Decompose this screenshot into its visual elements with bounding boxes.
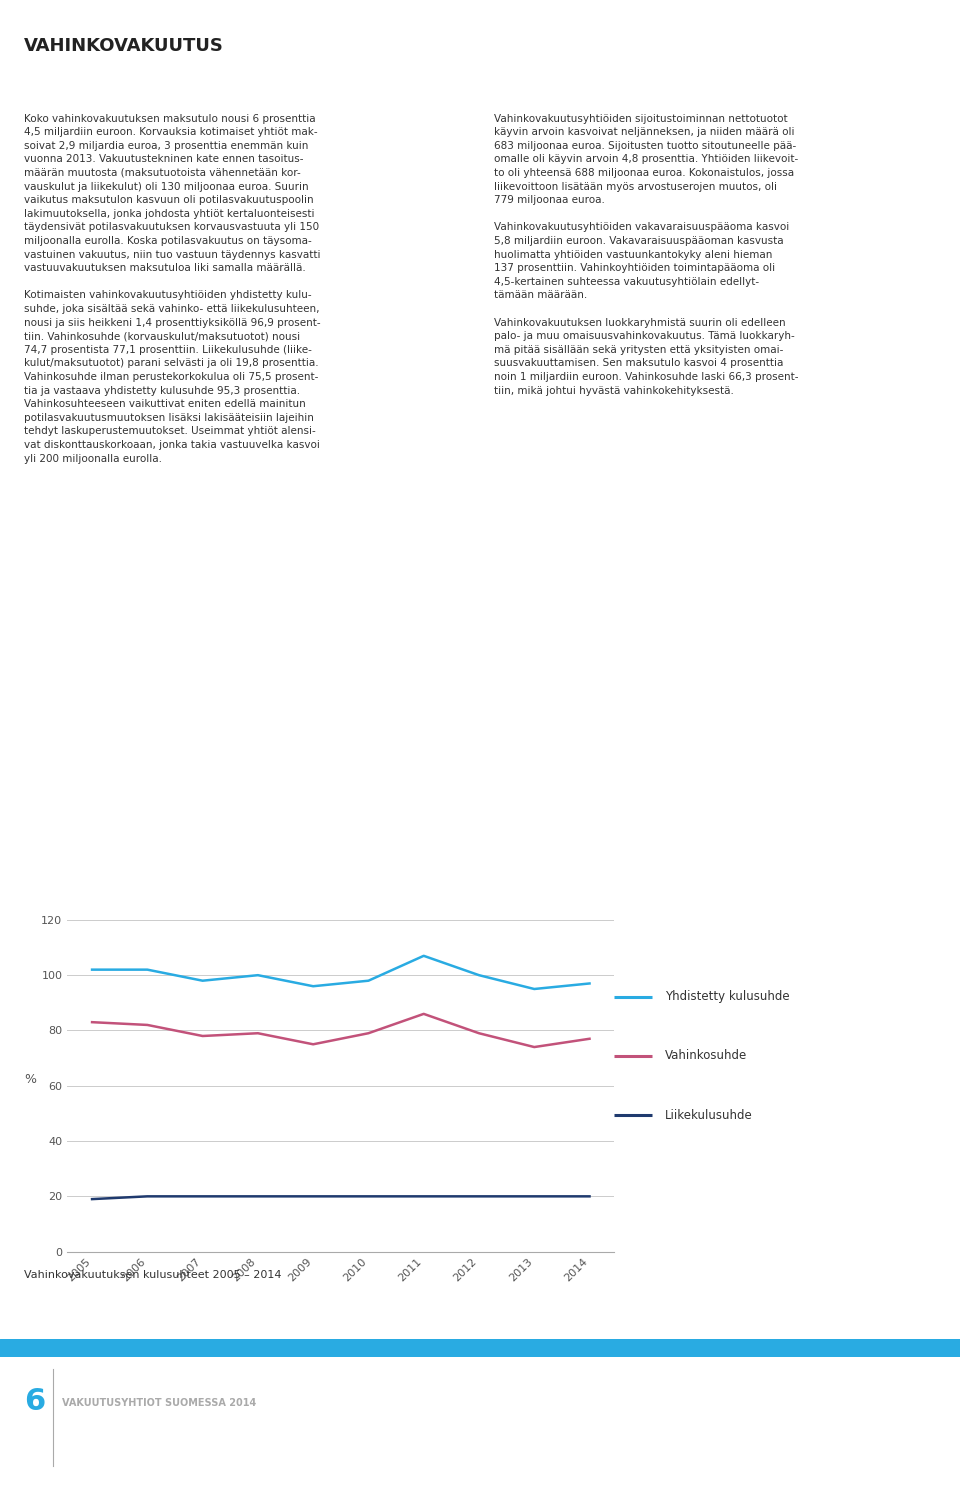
Text: VAHINKOVAKUUTUS: VAHINKOVAKUUTUS [24,36,224,54]
Text: Vahinkosuhde: Vahinkosuhde [665,1050,747,1063]
Text: Liikekulusuhde: Liikekulusuhde [665,1108,753,1122]
Text: Koko vahinkovakuutuksen maksutulo nousi 6 prosenttia
4,5 miljardiin euroon. Korv: Koko vahinkovakuutuksen maksutulo nousi … [24,113,321,463]
Text: VAKUUTUSYHTIOT SUOMESSA 2014: VAKUUTUSYHTIOT SUOMESSA 2014 [62,1398,256,1408]
Text: 6: 6 [24,1387,45,1416]
Text: Vahinkovakuutuksen kulusuhteet 2005 – 2014: Vahinkovakuutuksen kulusuhteet 2005 – 20… [24,1270,281,1280]
Text: Yhdistetty kulusuhde: Yhdistetty kulusuhde [665,991,790,1003]
Y-axis label: %: % [24,1072,36,1086]
Text: Vahinkovakuutusyhtiöiden sijoitustoiminnan nettotuotot
käyvin arvoin kasvoivat n: Vahinkovakuutusyhtiöiden sijoitustoiminn… [494,113,799,395]
